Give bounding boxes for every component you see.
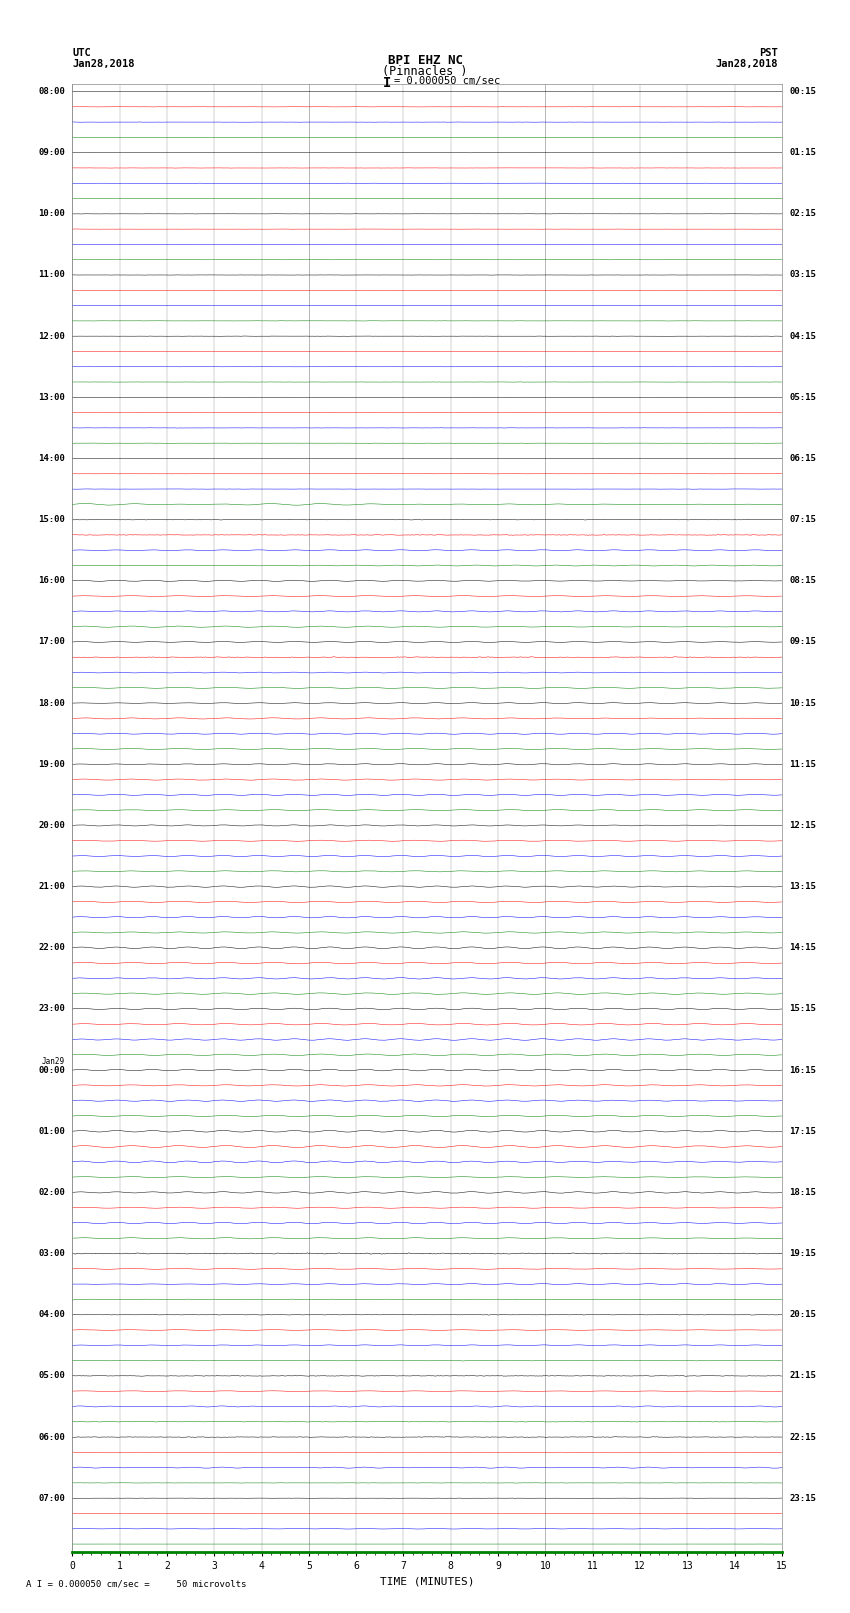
Text: 08:15: 08:15 bbox=[789, 576, 816, 586]
Text: 15:15: 15:15 bbox=[789, 1005, 816, 1013]
Text: I: I bbox=[382, 76, 391, 90]
Text: 14:00: 14:00 bbox=[38, 453, 65, 463]
Text: 19:15: 19:15 bbox=[789, 1248, 816, 1258]
Text: 18:15: 18:15 bbox=[789, 1187, 816, 1197]
Text: 05:15: 05:15 bbox=[789, 394, 816, 402]
Text: 00:15: 00:15 bbox=[789, 87, 816, 97]
Text: 23:15: 23:15 bbox=[789, 1494, 816, 1503]
Text: 02:00: 02:00 bbox=[38, 1187, 65, 1197]
Text: 15:00: 15:00 bbox=[38, 515, 65, 524]
Text: A I = 0.000050 cm/sec =     50 microvolts: A I = 0.000050 cm/sec = 50 microvolts bbox=[26, 1579, 246, 1589]
Text: 14:15: 14:15 bbox=[789, 944, 816, 952]
Text: 23:00: 23:00 bbox=[38, 1005, 65, 1013]
Text: 22:15: 22:15 bbox=[789, 1432, 816, 1442]
Text: 20:15: 20:15 bbox=[789, 1310, 816, 1319]
Text: 01:00: 01:00 bbox=[38, 1127, 65, 1136]
Text: 03:00: 03:00 bbox=[38, 1248, 65, 1258]
X-axis label: TIME (MINUTES): TIME (MINUTES) bbox=[380, 1576, 474, 1586]
Text: 09:00: 09:00 bbox=[38, 148, 65, 156]
Text: 06:15: 06:15 bbox=[789, 453, 816, 463]
Text: 05:00: 05:00 bbox=[38, 1371, 65, 1381]
Text: 21:00: 21:00 bbox=[38, 882, 65, 890]
Text: 21:15: 21:15 bbox=[789, 1371, 816, 1381]
Text: 17:15: 17:15 bbox=[789, 1127, 816, 1136]
Text: 22:00: 22:00 bbox=[38, 944, 65, 952]
Text: 09:15: 09:15 bbox=[789, 637, 816, 647]
Text: PST: PST bbox=[759, 48, 778, 58]
Text: 13:15: 13:15 bbox=[789, 882, 816, 890]
Text: Jan29: Jan29 bbox=[42, 1057, 65, 1066]
Text: 11:00: 11:00 bbox=[38, 271, 65, 279]
Text: 04:15: 04:15 bbox=[789, 332, 816, 340]
Text: 07:00: 07:00 bbox=[38, 1494, 65, 1503]
Text: 04:00: 04:00 bbox=[38, 1310, 65, 1319]
Text: 06:00: 06:00 bbox=[38, 1432, 65, 1442]
Text: 12:15: 12:15 bbox=[789, 821, 816, 831]
Text: 13:00: 13:00 bbox=[38, 394, 65, 402]
Text: UTC: UTC bbox=[72, 48, 91, 58]
Text: 18:00: 18:00 bbox=[38, 698, 65, 708]
Text: 11:15: 11:15 bbox=[789, 760, 816, 769]
Text: 02:15: 02:15 bbox=[789, 210, 816, 218]
Text: 08:00: 08:00 bbox=[38, 87, 65, 97]
Text: 03:15: 03:15 bbox=[789, 271, 816, 279]
Text: (Pinnacles ): (Pinnacles ) bbox=[382, 65, 468, 79]
Text: Jan28,2018: Jan28,2018 bbox=[715, 58, 778, 69]
Text: 00:00: 00:00 bbox=[38, 1066, 65, 1074]
Text: 10:00: 10:00 bbox=[38, 210, 65, 218]
Text: 19:00: 19:00 bbox=[38, 760, 65, 769]
Text: 17:00: 17:00 bbox=[38, 637, 65, 647]
Text: 10:15: 10:15 bbox=[789, 698, 816, 708]
Text: 07:15: 07:15 bbox=[789, 515, 816, 524]
Text: 12:00: 12:00 bbox=[38, 332, 65, 340]
Text: 16:00: 16:00 bbox=[38, 576, 65, 586]
Text: = 0.000050 cm/sec: = 0.000050 cm/sec bbox=[394, 76, 500, 85]
Text: 16:15: 16:15 bbox=[789, 1066, 816, 1074]
Text: 01:15: 01:15 bbox=[789, 148, 816, 156]
Text: Jan28,2018: Jan28,2018 bbox=[72, 58, 135, 69]
Text: BPI EHZ NC: BPI EHZ NC bbox=[388, 53, 462, 68]
Text: 20:00: 20:00 bbox=[38, 821, 65, 831]
